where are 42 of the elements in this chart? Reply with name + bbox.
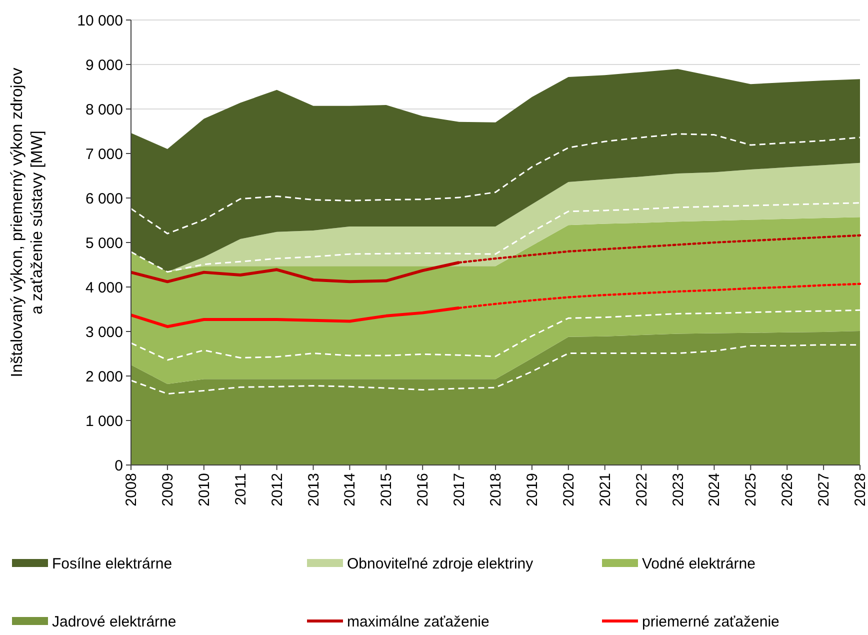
x-tick-label: 2022 — [633, 473, 650, 506]
x-tick-label: 2028 — [852, 473, 868, 506]
x-tick-label: 2010 — [196, 473, 213, 506]
y-tick-label: 9 000 — [85, 56, 123, 74]
x-tick-label: 2008 — [123, 473, 140, 506]
legend-label: Obnoviteľné zdroje elektriny — [347, 555, 534, 572]
y-tick-label: 10 000 — [77, 12, 123, 30]
y-tick-label: 7 000 — [85, 146, 123, 163]
x-tick-label: 2014 — [342, 473, 359, 506]
y-tick-label: 4 000 — [85, 279, 123, 296]
x-tick-label: 2013 — [305, 473, 322, 506]
y-tick-label: 5 000 — [85, 234, 123, 252]
x-tick-label: 2020 — [560, 473, 578, 506]
y-tick-label: 2 000 — [85, 368, 123, 386]
legend-label: Jadrové elektrárne — [52, 613, 176, 630]
x-tick-label: 2027 — [816, 473, 833, 506]
x-tick-label: 2026 — [779, 473, 796, 506]
y-axis-title: Inštalovaný výkon, priemerný výkon zdrojov a zaťaženie sústavy [MW] — [9, 68, 46, 378]
legend-label: priemerné zaťaženie — [642, 613, 780, 630]
y-tick-label: 3 000 — [85, 324, 123, 341]
x-tick-label: 2012 — [268, 473, 286, 506]
x-tick-label: 2016 — [414, 473, 432, 506]
y-tick-label: 8 000 — [85, 101, 123, 118]
line-series — [130, 309, 861, 361]
y-tick-label: 6 000 — [85, 190, 123, 208]
x-tick-label: 2017 — [451, 473, 468, 506]
x-tick-label: 2023 — [670, 473, 687, 506]
legend-label: Fosílne elektrárne — [52, 555, 172, 572]
y-tick-label: 1 000 — [85, 412, 123, 430]
x-tick-label: 2015 — [378, 473, 396, 506]
legend-label: Vodné elektrárne — [642, 555, 756, 572]
y-tick-label: 0 — [114, 457, 123, 474]
x-tick-label: 2011 — [232, 473, 250, 506]
line-series — [130, 133, 861, 234]
x-tick-label: 2024 — [706, 473, 724, 506]
x-tick-label: 2019 — [524, 473, 541, 506]
x-tick-label: 2025 — [742, 473, 760, 506]
line-series — [130, 202, 861, 273]
legend-label: maximálne zaťaženie — [347, 613, 490, 630]
x-tick-label: 2009 — [159, 473, 176, 506]
x-tick-label: 2018 — [488, 473, 504, 506]
x-tick-label: 2021 — [596, 473, 614, 506]
